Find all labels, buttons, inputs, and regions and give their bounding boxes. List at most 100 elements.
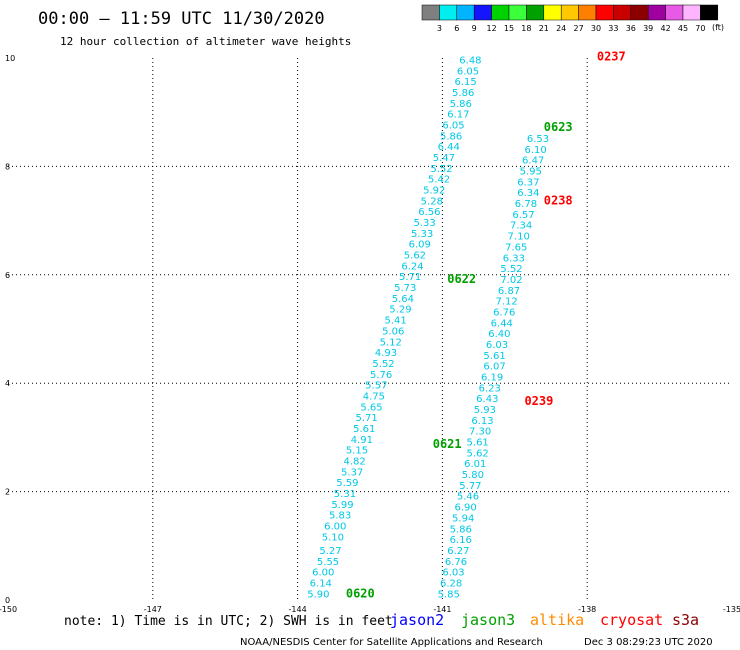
swh-value-label: 5.12: [380, 337, 402, 348]
footer-timestamp: Dec 3 08:29:23 UTC 2020: [584, 637, 713, 648]
swh-value-label: 6.14: [310, 578, 332, 589]
swh-value-label: 6.16: [450, 535, 472, 546]
pass-time-label: 0238: [544, 193, 573, 207]
wave-height-points: 5.906.146.005.555.275.106.005.835.995.31…: [307, 55, 549, 600]
swh-value-label: 5.33: [411, 229, 433, 240]
swh-value-label: 4.75: [363, 391, 385, 402]
pass-time-label: 0621: [433, 437, 462, 451]
swh-value-label: 5.83: [329, 511, 351, 522]
legend-label: 12: [487, 24, 497, 33]
swh-value-label: 5.33: [413, 218, 435, 229]
satellite-name: jason2: [390, 611, 444, 629]
legend-label: 24: [556, 24, 566, 33]
swh-value-label: 5.86: [450, 524, 472, 535]
pass-time-label: 0237: [597, 50, 626, 64]
x-tick-label: -138: [578, 605, 596, 614]
legend-swatch: [647, 4, 666, 21]
x-tick-label: -141: [433, 605, 451, 614]
swh-value-label: 6.00: [312, 568, 334, 579]
swh-value-label: 6.07: [483, 362, 505, 373]
swh-value-label: 6.43: [476, 394, 498, 405]
axis-ticks: -150 -147 -144 -141 -138 -135 0 2 4 6 8 10: [0, 54, 740, 614]
swh-value-label: 5.64: [392, 294, 414, 305]
swh-value-label: 5.47: [433, 153, 455, 164]
legend-swatch: [456, 4, 475, 21]
swh-value-label: 5.52: [372, 359, 394, 370]
swh-value-label: 5.27: [319, 546, 341, 557]
swh-value-label: 5.94: [452, 513, 474, 524]
swh-value-label: 6.56: [418, 207, 440, 218]
swh-value-label: 6.05: [457, 66, 479, 77]
legend-label: 15: [504, 24, 514, 33]
x-tick-label: -147: [144, 605, 162, 614]
swh-value-label: 4.82: [343, 457, 365, 468]
pass-time-label: 0622: [447, 272, 476, 286]
swh-value-label: 6.78: [515, 199, 537, 210]
swh-value-label: 5.42: [428, 175, 450, 186]
legend-label: 33: [608, 24, 618, 33]
legend-swatch: [508, 4, 527, 21]
legend-label: 6: [454, 24, 459, 33]
swh-value-label: 5.71: [399, 272, 421, 283]
y-tick-label: 4: [5, 379, 10, 388]
swh-value-label: 7.34: [510, 221, 532, 232]
x-tick-label: -150: [0, 605, 17, 614]
legend-label: 3: [437, 24, 442, 33]
swh-value-label: 5.61: [353, 424, 375, 435]
chart-subtitle: 12 hour collection of altimeter wave hei…: [60, 35, 351, 48]
legend-label: 27: [574, 24, 584, 33]
legend-label: 39: [643, 24, 653, 33]
swh-value-label: 6.47: [522, 156, 544, 167]
swh-value-label: 5.76: [370, 370, 392, 381]
swh-value-label: 6.03: [442, 568, 464, 579]
swh-value-label: 5.73: [394, 283, 416, 294]
legend-swatch: [473, 4, 492, 21]
swh-value-label: 7.10: [508, 232, 530, 243]
swh-value-label: 6.37: [517, 177, 539, 188]
legend-label: 21: [539, 24, 549, 33]
swh-value-label: 6.15: [454, 77, 476, 88]
satellite-name: altika: [530, 611, 584, 629]
swh-value-label: 6.10: [524, 145, 546, 156]
pass-labels: 0620 0621 0622 0623 0237 0238 0239: [346, 50, 626, 601]
legend-label: 36: [626, 24, 636, 33]
swh-value-label: 6.57: [512, 210, 534, 221]
legend-swatch: [439, 4, 458, 21]
swh-value-label: 7.12: [495, 297, 517, 308]
legend-label: 9: [472, 24, 477, 33]
legend-swatch: [543, 4, 562, 21]
swh-value-label: 5.52: [500, 264, 522, 275]
swh-value-label: 5.52: [430, 164, 452, 175]
swh-value-label: 5.61: [467, 438, 489, 449]
swh-value-label: 6.00: [324, 522, 346, 533]
pass-time-label: 0623: [544, 120, 573, 134]
swh-value-label: 6.24: [401, 261, 423, 272]
y-tick-label: 8: [5, 162, 10, 171]
swh-value-label: 7.65: [505, 242, 527, 253]
y-tick-label: 6: [5, 271, 10, 280]
swh-value-label: 5.41: [384, 316, 406, 327]
swh-value-label: 6.90: [454, 503, 476, 514]
swh-value-label: 6.01: [464, 459, 486, 470]
x-tick-label: -144: [289, 605, 307, 614]
swh-value-label: 5.85: [438, 589, 460, 600]
swh-value-label: 5.62: [404, 251, 426, 262]
swh-value-label: 7.02: [500, 275, 522, 286]
legend-label: 30: [591, 24, 601, 33]
swh-value-label: 5.55: [317, 557, 339, 568]
y-tick-label: 0: [5, 596, 10, 605]
swh-value-label: 6.44: [491, 318, 513, 329]
legend-swatch: [491, 4, 510, 21]
swh-value-label: 5.10: [322, 532, 344, 543]
swh-value-label: 6.76: [493, 307, 515, 318]
swh-value-label: 6.17: [447, 110, 469, 121]
legend-label: 18: [521, 24, 531, 33]
x-tick-label: -135: [723, 605, 740, 614]
swh-value-label: 5.28: [421, 196, 443, 207]
swh-value-label: 6.53: [527, 134, 549, 145]
swh-value-label: 5.95: [520, 167, 542, 178]
satellite-name: jason3: [461, 611, 515, 629]
swh-value-label: 5.99: [331, 500, 353, 511]
satellite-legend: jason2 jason3 altika cryosat s3a: [390, 611, 699, 629]
swh-value-label: 6.87: [498, 286, 520, 297]
